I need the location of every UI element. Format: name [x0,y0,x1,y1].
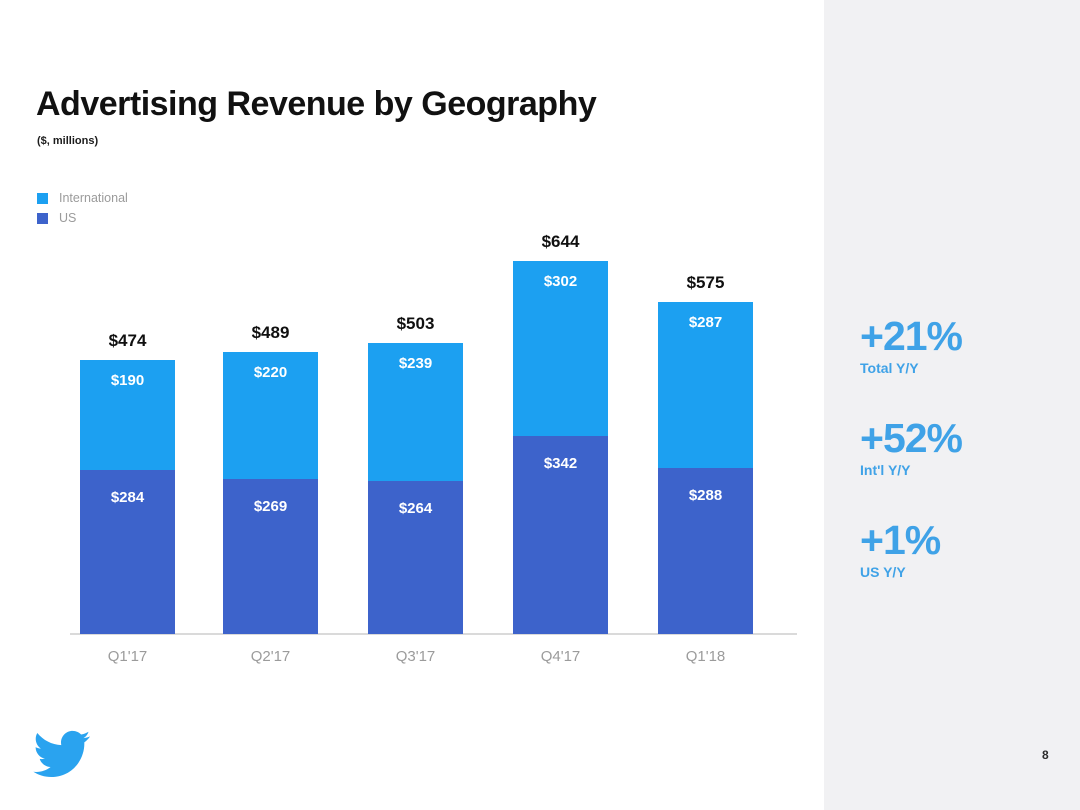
bar-Q1'18: $575 $287 $288 Q1'18 [658,273,753,665]
x-axis-tick-label: Q2'17 [250,648,291,665]
international-segment: $287 [658,302,753,468]
total-label: $489 [251,323,290,342]
international-segment: $220 [223,352,318,479]
right-stats-panel [824,0,1080,810]
yoy-stats: +21% Total Y/Y +52% Int'l Y/Y +1% US Y/Y [860,313,963,620]
total-label: $644 [541,232,580,251]
stat-intl-yoy: +52% Int'l Y/Y [860,415,963,478]
legend-item-international: International [37,188,128,208]
x-axis-line [70,633,797,635]
stat-label: US Y/Y [860,564,906,580]
total-label: $503 [396,314,435,333]
total-label: $575 [686,273,725,292]
x-axis-tick-label: Q3'17 [395,648,436,665]
chart-legend: International US [37,188,128,228]
bar-Q1'17: $474 $190 $284 Q1'17 [80,331,175,665]
x-axis-tick-label: Q1'18 [685,648,726,665]
page-title: Advertising Revenue by Geography [36,85,597,123]
us-segment: $264 [368,481,463,634]
stat-label: Int'l Y/Y [860,462,911,478]
stat-value: +21% [860,313,963,359]
bar-Q3'17: $503 $239 $264 Q3'17 [368,314,463,665]
us-swatch [37,212,48,224]
international-segment: $239 [368,343,463,481]
units-subtitle: ($, millions) [37,135,99,147]
bar-Q4'17: $644 $302 $342 Q4'17 [513,232,608,665]
total-label: $474 [108,331,147,350]
us-segment: $342 [513,436,608,634]
stat-total-yoy: +21% Total Y/Y [860,313,963,376]
revenue-chart: $474 $190 $284 Q1'17 $489 $220 $269 Q2'17 $503 $2… [70,232,797,665]
legend-item-us: US [37,208,128,228]
bar-Q2'17: $489 $220 $269 Q2'17 [223,323,318,665]
page-number: 8 [1042,748,1049,762]
x-axis-tick-label: Q1'17 [107,648,148,665]
twitter-bird-icon [33,730,91,778]
international-swatch [37,192,48,204]
legend-label: US [59,211,77,225]
us-segment: $288 [658,468,753,634]
stat-us-yoy: +1% US Y/Y [860,518,962,580]
stat-value: +1% [860,517,941,563]
us-segment: $284 [80,470,175,634]
stat-label: Total Y/Y [860,360,919,376]
stat-value: +52% [860,415,963,461]
international-segment: $190 [80,360,175,470]
us-segment: $269 [223,479,318,634]
legend-label: International [59,191,128,205]
x-axis-tick-label: Q4'17 [540,648,581,665]
international-segment: $302 [513,261,608,436]
